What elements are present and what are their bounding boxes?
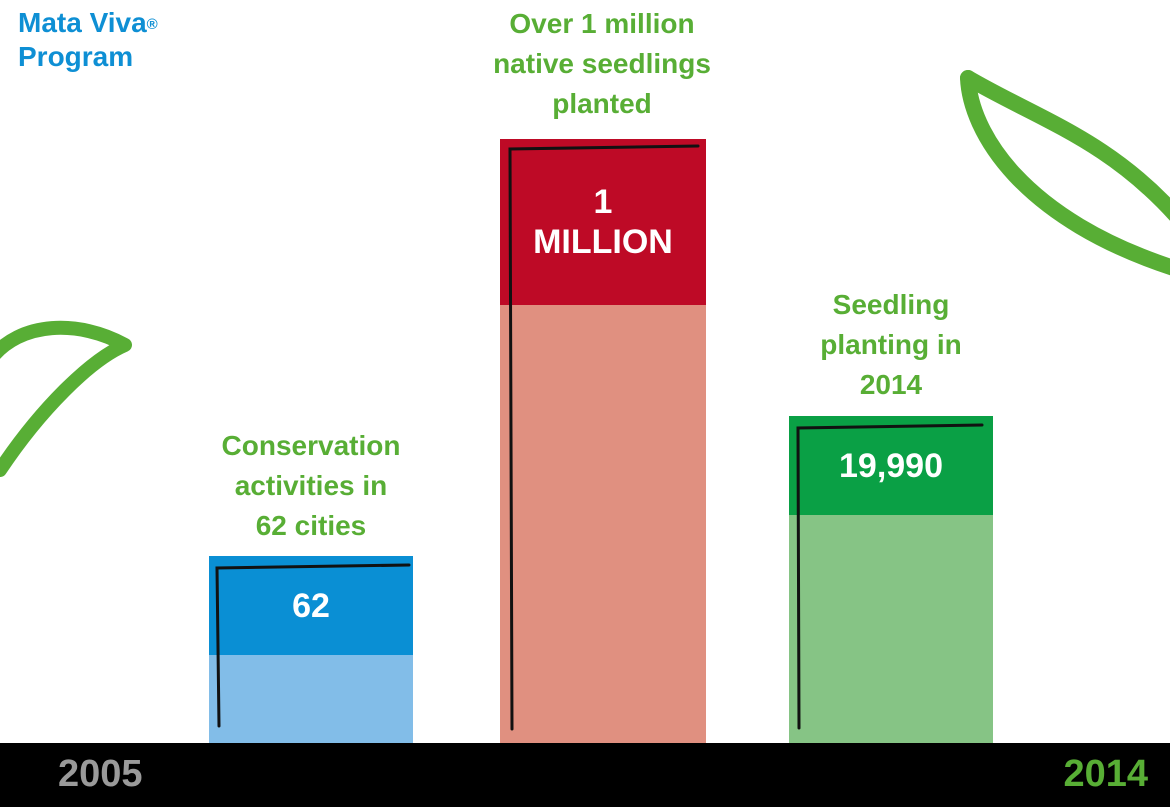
bar-value-box: 19,990 [789, 416, 993, 515]
caption-line: Conservation [221, 430, 401, 461]
axis-end-year: 2014 [1063, 753, 1148, 795]
caption-line: Over 1 million [509, 8, 695, 39]
bar-value-box: 62 [209, 556, 413, 655]
caption-line: native seedlings [493, 48, 711, 79]
registered-mark: ® [146, 16, 158, 33]
bar-fill-lower [500, 305, 706, 743]
bar-caption-conservation: Conservation activities in 62 cities [171, 426, 451, 546]
bar-value-box: 1 MILLION [500, 139, 706, 305]
bar-fill-lower [789, 515, 993, 743]
program-title: Mata Viva® Program [18, 6, 158, 74]
bar-value-label-line2: MILLION [533, 223, 673, 261]
bar-seedlings: 1 MILLION [500, 139, 706, 743]
caption-line: activities in [234, 470, 388, 501]
caption-line: 2014 [859, 369, 923, 400]
caption-line: planted [552, 88, 652, 119]
axis-start-year: 2005 [58, 753, 143, 795]
bar-caption-seedlings: Over 1 million native seedlings planted [462, 4, 742, 124]
caption-line: planting in [820, 329, 962, 360]
caption-line: Seedling [832, 289, 950, 320]
program-title-line1: Mata Viva [18, 7, 147, 38]
program-title-line2: Program [18, 41, 134, 72]
bar-fill-lower [209, 655, 413, 743]
bar-value-label: 62 [292, 586, 330, 625]
leaf-right-icon [960, 70, 1170, 276]
bar-caption-2014: Seedling planting in 2014 [751, 285, 1031, 405]
bar-value-label: 19,990 [839, 446, 943, 485]
caption-line: 62 cities [255, 510, 367, 541]
bar-planting-2014: 19,990 [789, 416, 993, 743]
timeline-axis: 2005 2014 [0, 743, 1170, 807]
leaf-left-icon [0, 320, 132, 477]
bar-conservation: 62 [209, 556, 413, 743]
bar-value-label-line1: 1 [593, 183, 613, 221]
